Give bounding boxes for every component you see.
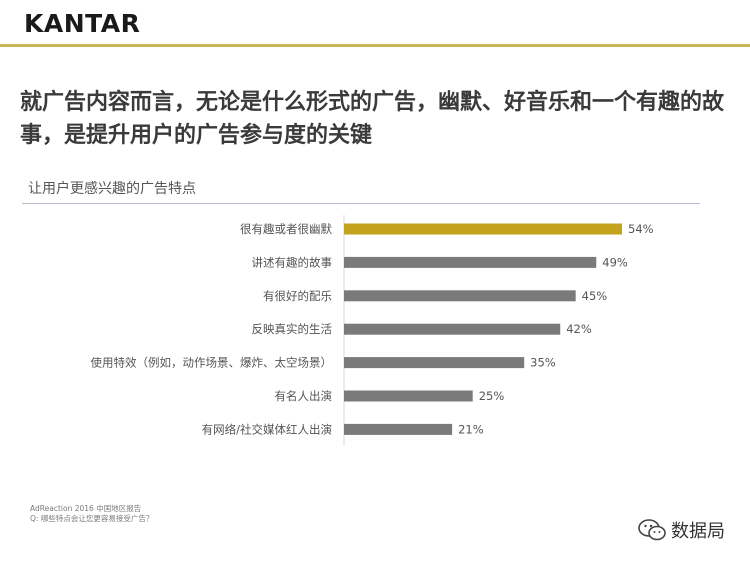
category-label: 有名人出演 xyxy=(275,389,333,403)
value-label: 25% xyxy=(479,389,505,403)
chart-title-divider xyxy=(22,203,700,204)
category-label: 反映真实的生活 xyxy=(252,322,333,336)
bar xyxy=(344,323,561,335)
bar xyxy=(344,223,622,235)
bar xyxy=(344,423,453,435)
headline: 就广告内容而言，无论是什么形式的广告，幽默、好音乐和一个有趣的故事，是提升用户的… xyxy=(20,90,725,148)
question-note: Q: 哪些特点会让您更容易接受广告？ xyxy=(30,514,154,523)
bar xyxy=(344,390,473,402)
bar xyxy=(344,290,576,302)
chart-title: 让用户更感兴趣的广告特点 xyxy=(28,181,196,197)
category-label: 很有趣或者很幽默 xyxy=(240,222,332,236)
wechat-icon xyxy=(638,519,666,541)
gold-divider xyxy=(0,44,750,47)
category-label: 使用特效（例如，动作场景、爆炸、太空场景） xyxy=(91,356,333,370)
value-label: 54% xyxy=(628,222,654,236)
bar xyxy=(344,256,597,268)
value-label: 45% xyxy=(582,289,608,303)
category-label: 有很好的配乐 xyxy=(263,289,332,303)
watermark: 数据局 xyxy=(637,517,725,543)
source-note: AdReaction 2016 中国地区报告 xyxy=(30,504,142,513)
value-label: 21% xyxy=(458,422,484,436)
value-label: 49% xyxy=(602,255,628,269)
watermark-text: 数据局 xyxy=(671,521,725,542)
value-label: 42% xyxy=(566,322,592,336)
category-label: 有网络/社交媒体红人出演 xyxy=(202,422,332,436)
bar xyxy=(344,357,525,369)
category-label: 讲述有趣的故事 xyxy=(252,255,333,269)
kantar-logo: KANTAR xyxy=(24,9,141,38)
value-label: 35% xyxy=(530,356,556,370)
